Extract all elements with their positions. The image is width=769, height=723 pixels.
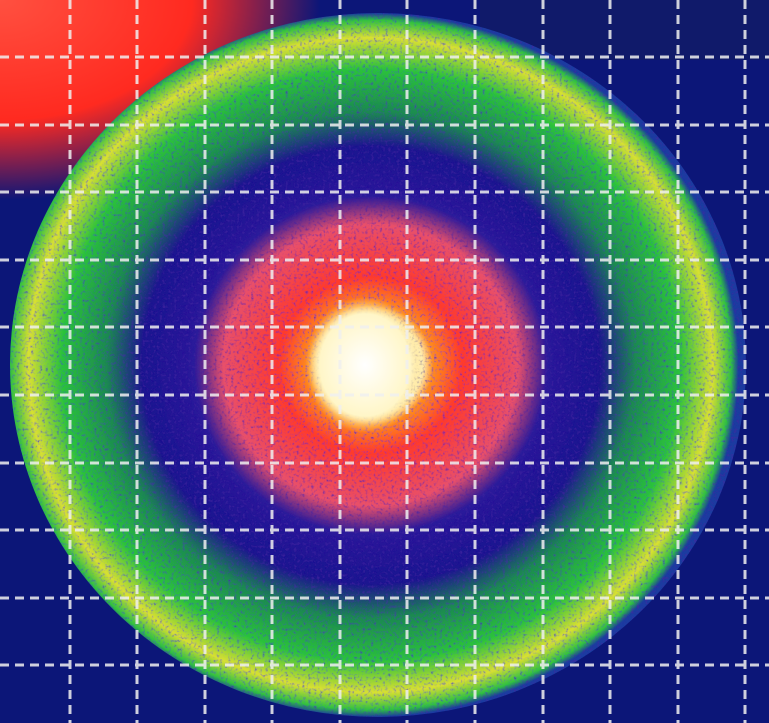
bright-core (305, 297, 425, 433)
